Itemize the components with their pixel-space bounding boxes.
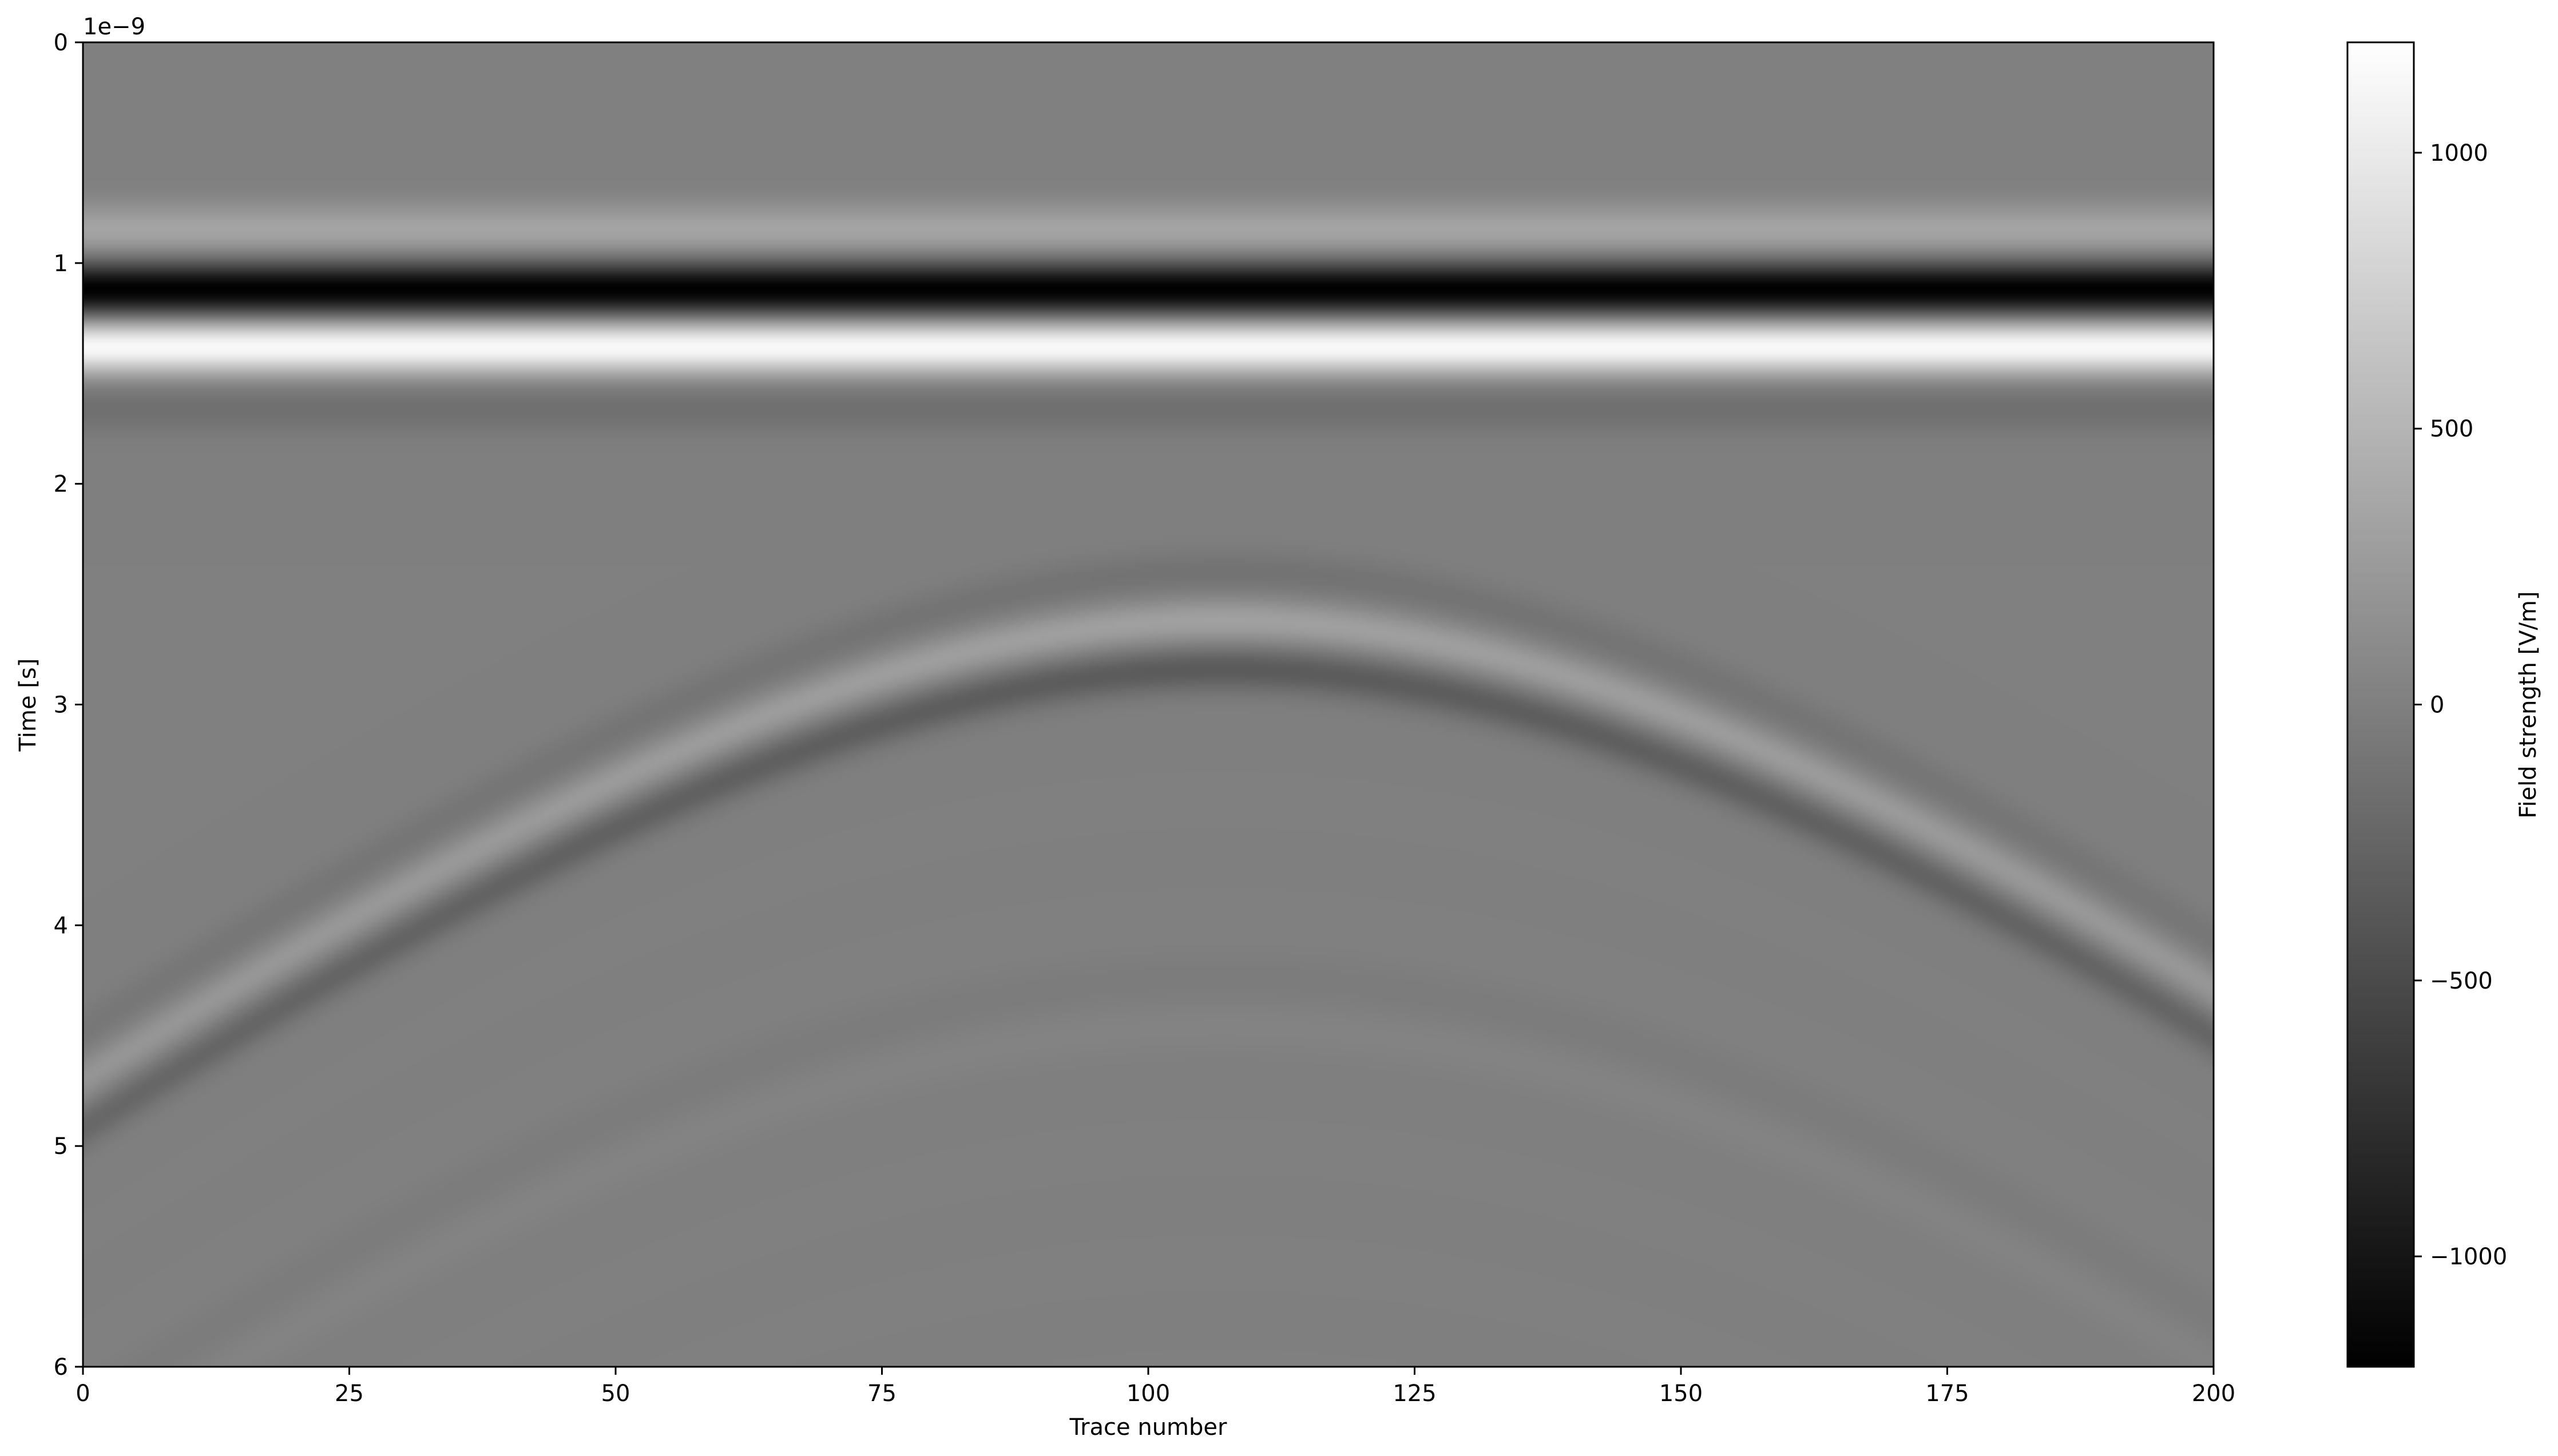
colorbar-gradient — [2346, 41, 2415, 1368]
x-axis-label: Trace number — [1069, 1414, 1227, 1441]
y-tick-label: 5 — [54, 1133, 68, 1160]
y-tick-label: 0 — [54, 30, 68, 56]
x-tick-label: 175 — [1925, 1380, 1969, 1407]
y-tick-label: 3 — [54, 692, 68, 719]
colorbar-label: Field strength [V/m] — [2515, 591, 2541, 818]
x-tick-label: 25 — [335, 1380, 364, 1407]
colorbar-tick-label: 0 — [2430, 692, 2444, 719]
y-axis-label: Time [s] — [15, 658, 41, 752]
y-tick-label: 6 — [54, 1354, 68, 1380]
colorbar: 1000 500 0 −500 −1000 Field strength [V/m] — [2346, 41, 2541, 1368]
radargram-heatmap — [83, 42, 2214, 1367]
x-tick-label: 125 — [1393, 1380, 1436, 1407]
colorbar-tick-label: −1000 — [2430, 1244, 2507, 1270]
y-tick-label: 4 — [54, 913, 68, 939]
plot-area — [82, 41, 2215, 1368]
y-tick-label: 2 — [54, 471, 68, 498]
colorbar-tick-label: 500 — [2430, 416, 2473, 442]
x-tick-label: 150 — [1659, 1380, 1703, 1407]
y-offset-label: 1e−9 — [83, 14, 145, 40]
x-tick-label: 0 — [76, 1380, 90, 1407]
x-tick-label: 75 — [867, 1380, 897, 1407]
colorbar-tick-label: 1000 — [2430, 140, 2488, 166]
x-tick-label: 100 — [1127, 1380, 1170, 1407]
y-axis: 0 1 2 3 4 5 6 — [54, 30, 83, 1380]
x-tick-label: 200 — [2192, 1380, 2235, 1407]
x-axis: 0 25 50 75 100 125 150 175 200 — [76, 1367, 2235, 1407]
x-tick-label: 50 — [601, 1380, 630, 1407]
colorbar-ticks: 1000 500 0 −500 −1000 — [2414, 140, 2507, 1270]
colorbar-tick-label: −500 — [2430, 968, 2493, 994]
y-tick-label: 1 — [54, 251, 68, 277]
